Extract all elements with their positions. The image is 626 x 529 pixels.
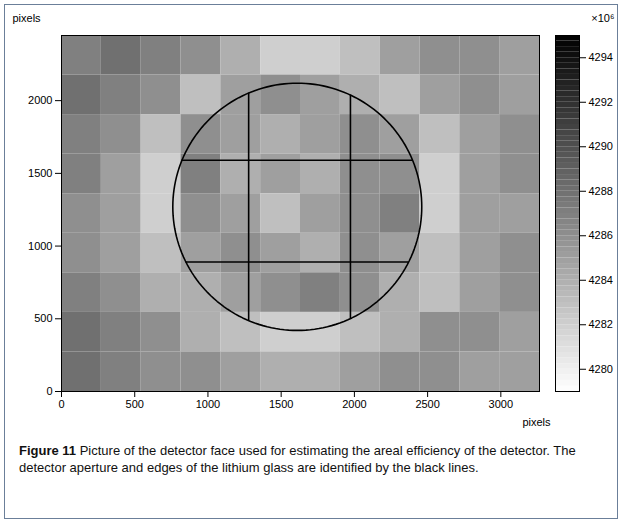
svg-text:1500: 1500 xyxy=(269,398,293,410)
svg-text:2500: 2500 xyxy=(415,398,439,410)
svg-text:4290: 4290 xyxy=(589,140,613,152)
svg-text:4294: 4294 xyxy=(589,51,613,63)
svg-text:pixels: pixels xyxy=(522,416,551,428)
svg-text:3000: 3000 xyxy=(489,398,513,410)
svg-text:4286: 4286 xyxy=(589,229,613,241)
svg-text:1000: 1000 xyxy=(196,398,220,410)
html-text:Figure 11 Picture of the detec: Figure 11 Picture of the detector face u… xyxy=(19,443,576,475)
svg-text:2000: 2000 xyxy=(28,94,52,106)
svg-text:4288: 4288 xyxy=(589,185,613,197)
svg-text:4292: 4292 xyxy=(589,96,613,108)
svg-text:1500: 1500 xyxy=(28,167,52,179)
svg-text:500: 500 xyxy=(126,398,144,410)
svg-text:pixels: pixels xyxy=(13,12,42,24)
svg-text:4284: 4284 xyxy=(589,274,613,286)
svg-text:×10⁶: ×10⁶ xyxy=(591,12,614,24)
svg-text:4280: 4280 xyxy=(589,363,613,375)
svg-text:0: 0 xyxy=(46,385,52,397)
svg-text:1000: 1000 xyxy=(28,240,52,252)
svg-text:2000: 2000 xyxy=(342,398,366,410)
svg-text:4282: 4282 xyxy=(589,318,613,330)
svg-text:0: 0 xyxy=(58,398,64,410)
svg-text:500: 500 xyxy=(34,312,52,324)
